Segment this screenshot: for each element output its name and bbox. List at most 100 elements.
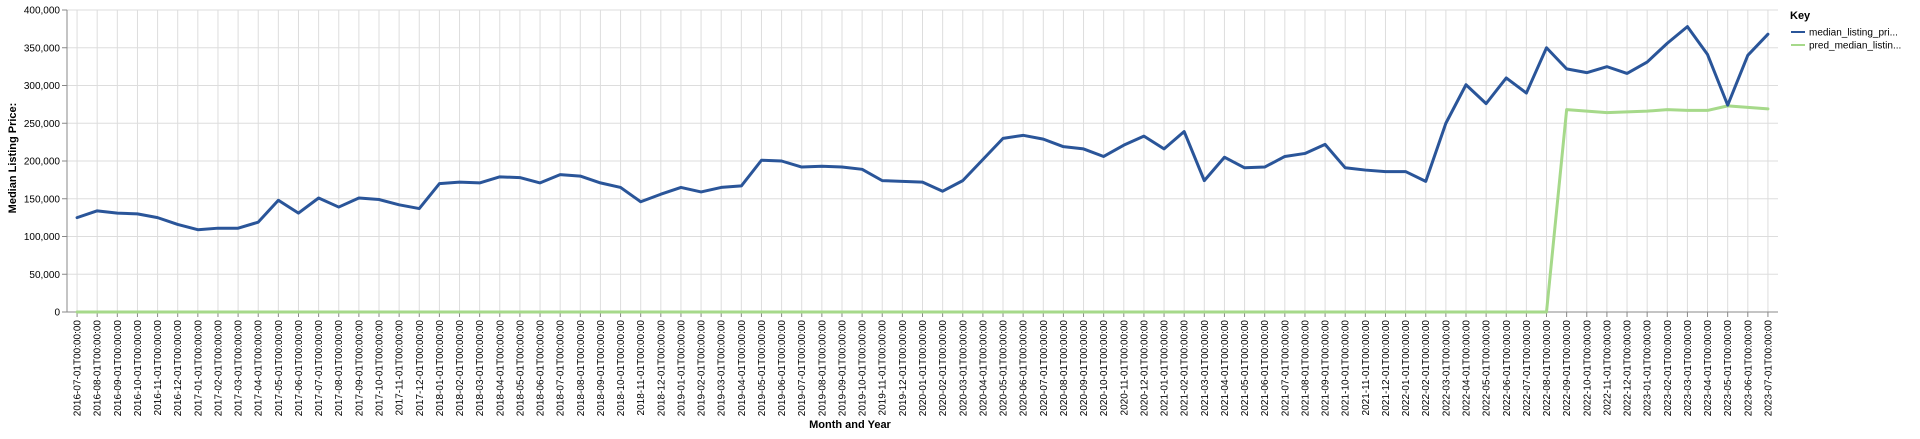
x-tick-label: 2022-08-01T00:00:00 [1542, 320, 1553, 417]
x-tick-label: 2017-11-01T00:00:00 [395, 320, 406, 416]
x-tick-label: 2020-12-01T00:00:00 [1139, 320, 1150, 417]
x-tick-label: 2019-01-01T00:00:00 [676, 320, 687, 417]
x-tick-label: 2021-06-01T00:00:00 [1260, 320, 1271, 417]
x-tick-label: 2022-01-01T00:00:00 [1401, 320, 1412, 417]
x-tick-label: 2017-08-01T00:00:00 [334, 320, 345, 417]
x-tick-label: 2023-05-01T00:00:00 [1723, 320, 1734, 417]
x-tick-label: 2020-02-01T00:00:00 [938, 320, 949, 417]
x-tick-label: 2021-08-01T00:00:00 [1300, 320, 1311, 417]
axes [62, 9, 1778, 317]
y-tick-label: 200,000 [24, 157, 61, 168]
x-tick-label: 2022-02-01T00:00:00 [1421, 320, 1432, 417]
x-tick-label: 2021-11-01T00:00:00 [1361, 320, 1372, 416]
x-tick-label: 2016-10-01T00:00:00 [133, 320, 144, 417]
y-tick-label: 350,000 [24, 43, 61, 54]
x-tick-label: 2017-03-01T00:00:00 [234, 320, 245, 417]
x-tick-label: 2016-07-01T00:00:00 [73, 320, 84, 417]
x-tick-label: 2022-06-01T00:00:00 [1502, 320, 1513, 417]
legend-label: median_listing_pri... [1809, 28, 1898, 39]
x-tick-label: 2018-06-01T00:00:00 [536, 320, 547, 417]
x-tick-label: 2020-04-01T00:00:00 [978, 320, 989, 417]
x-tick-label: 2023-04-01T00:00:00 [1703, 320, 1714, 417]
x-tick-label: 2020-08-01T00:00:00 [1059, 320, 1070, 417]
x-tick-label: 2017-10-01T00:00:00 [375, 320, 386, 417]
x-tick-label: 2017-01-01T00:00:00 [193, 320, 204, 417]
legend-label: pred_median_listin... [1809, 41, 1901, 52]
x-tick-label: 2018-05-01T00:00:00 [515, 320, 526, 417]
y-tick-labels: 0 50,000 100,000 150,000 200,000 250,000 300,0… [24, 6, 61, 319]
x-tick-label: 2020-09-01T00:00:00 [1079, 320, 1090, 417]
x-tick-label: 2021-02-01T00:00:00 [1180, 320, 1191, 417]
x-tick-label: 2016-12-01T00:00:00 [173, 320, 184, 417]
x-tick-label: 2021-05-01T00:00:00 [1240, 320, 1251, 417]
x-tick-label: 2018-11-01T00:00:00 [636, 320, 647, 416]
y-tick-label: 50,000 [29, 270, 60, 281]
x-tick-label: 2021-10-01T00:00:00 [1341, 320, 1352, 417]
y-tick-label: 150,000 [24, 194, 61, 205]
x-tick-label: 2021-01-01T00:00:00 [1160, 320, 1171, 417]
x-tick-label: 2019-12-01T00:00:00 [898, 320, 909, 417]
x-tick-label: 2016-09-01T00:00:00 [113, 320, 124, 417]
x-tick-label: 2023-07-01T00:00:00 [1763, 320, 1774, 417]
x-tick-label: 2019-05-01T00:00:00 [757, 320, 768, 417]
x-tick-label: 2023-01-01T00:00:00 [1643, 320, 1654, 417]
x-tick-label: 2017-09-01T00:00:00 [354, 320, 365, 417]
gridlines [67, 9, 1778, 313]
x-tick-label: 2022-07-01T00:00:00 [1522, 320, 1533, 417]
x-tick-label: 2018-12-01T00:00:00 [656, 320, 667, 417]
x-tick-label: 2019-10-01T00:00:00 [858, 320, 869, 417]
x-tick-label: 2020-10-01T00:00:00 [1099, 320, 1110, 417]
x-tick-label: 2022-04-01T00:00:00 [1461, 320, 1472, 417]
x-tick-label: 2022-10-01T00:00:00 [1582, 320, 1593, 417]
y-tick-label: 0 [54, 308, 60, 319]
x-tick-label: 2018-08-01T00:00:00 [576, 320, 587, 417]
x-tick-label: 2018-07-01T00:00:00 [556, 320, 567, 417]
x-tick-label: 2017-12-01T00:00:00 [415, 320, 426, 417]
x-tick-label: 2019-04-01T00:00:00 [737, 320, 748, 417]
x-tick-label: 2018-04-01T00:00:00 [495, 320, 506, 417]
x-tick-label: 2016-11-01T00:00:00 [153, 320, 164, 416]
x-tick-label: 2018-01-01T00:00:00 [435, 320, 446, 417]
x-tick-label: 2019-07-01T00:00:00 [797, 320, 808, 417]
legend: Key median_listing_pri... pred_median_lis… [1790, 10, 1901, 52]
x-tick-label: 2020-03-01T00:00:00 [958, 320, 969, 417]
x-tick-label: 2019-09-01T00:00:00 [837, 320, 848, 417]
x-tick-label: 2018-09-01T00:00:00 [596, 320, 607, 417]
x-tick-label: 2021-09-01T00:00:00 [1321, 320, 1332, 417]
x-tick-label: 2022-11-01T00:00:00 [1602, 320, 1613, 416]
x-tick-labels: 2016-07-01T00:00:00 2016-08-01T00:00:00 20… [73, 320, 1775, 417]
y-tick-label: 400,000 [24, 6, 61, 17]
legend-title: Key [1790, 10, 1811, 22]
x-tick-label: 2019-06-01T00:00:00 [777, 320, 788, 417]
x-tick-label: 2020-01-01T00:00:00 [918, 320, 929, 417]
x-tick-label: 2017-06-01T00:00:00 [294, 320, 305, 417]
x-tick-label: 2021-04-01T00:00:00 [1220, 320, 1231, 417]
x-tick-label: 2019-02-01T00:00:00 [697, 320, 708, 417]
x-tick-label: 2020-11-01T00:00:00 [1119, 320, 1130, 416]
x-tick-label: 2018-10-01T00:00:00 [616, 320, 627, 417]
series-line [75, 104, 1770, 314]
x-tick-label: 2022-05-01T00:00:00 [1482, 320, 1493, 417]
x-axis-title: Month and Year [809, 419, 891, 431]
x-tick-label: 2022-03-01T00:00:00 [1441, 320, 1452, 417]
y-tick-label: 100,000 [24, 232, 61, 243]
x-tick-label: 2021-12-01T00:00:00 [1381, 320, 1392, 417]
x-tick-label: 2023-02-01T00:00:00 [1663, 320, 1674, 417]
x-tick-label: 2018-02-01T00:00:00 [455, 320, 466, 417]
x-tick-label: 2019-03-01T00:00:00 [717, 320, 728, 417]
series-line [75, 25, 1770, 232]
x-tick-label: 2017-07-01T00:00:00 [314, 320, 325, 417]
x-tick-label: 2017-04-01T00:00:00 [254, 320, 265, 417]
x-tick-label: 2017-02-01T00:00:00 [213, 320, 224, 417]
x-tick-label: 2018-03-01T00:00:00 [475, 320, 486, 417]
x-tick-label: 2021-03-01T00:00:00 [1200, 320, 1211, 417]
x-tick-label: 2023-06-01T00:00:00 [1743, 320, 1754, 417]
series-lines [75, 25, 1770, 314]
x-tick-label: 2021-07-01T00:00:00 [1280, 320, 1291, 417]
x-tick-label: 2020-06-01T00:00:00 [1019, 320, 1030, 417]
y-axis-title: Median Listing Price: [7, 103, 19, 214]
x-tick-label: 2023-03-01T00:00:00 [1683, 320, 1694, 417]
x-tick-label: 2020-05-01T00:00:00 [999, 320, 1010, 417]
x-tick-label: 2019-11-01T00:00:00 [878, 320, 889, 416]
